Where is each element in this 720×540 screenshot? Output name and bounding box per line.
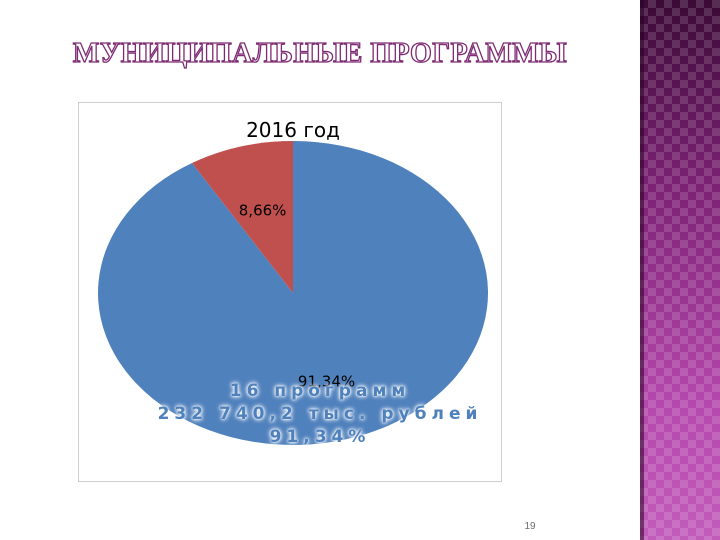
pie-slice-1 <box>97 141 488 446</box>
pie-slices <box>97 141 488 446</box>
pie-label-2: 8,66% <box>239 201 287 219</box>
pie-label-1: 91,34% <box>298 373 355 391</box>
chart-title: 2016 год <box>246 118 340 142</box>
program-amount: 232 740,2 тыс. рублей <box>157 404 483 424</box>
page-number: 19 <box>524 521 536 532</box>
pie-slice-2 <box>192 141 293 293</box>
chart-frame: 2016 год 91,34% 8,66% <box>78 102 502 482</box>
pie-labels: 91,34% 8,66% <box>239 201 355 390</box>
decorative-side-panel <box>640 0 720 540</box>
program-count: 16 программ <box>229 381 411 401</box>
program-summary: 16 программ 232 740,2 тыс. рублей 91,34% <box>0 380 640 449</box>
program-share: 91,34% <box>269 427 371 447</box>
pie-chart: 2016 год 91,34% 8,66% <box>97 118 488 446</box>
slide-title: МУНИЦИПАЛЬНЫЕ ПРОГРАММЫ <box>72 37 568 69</box>
